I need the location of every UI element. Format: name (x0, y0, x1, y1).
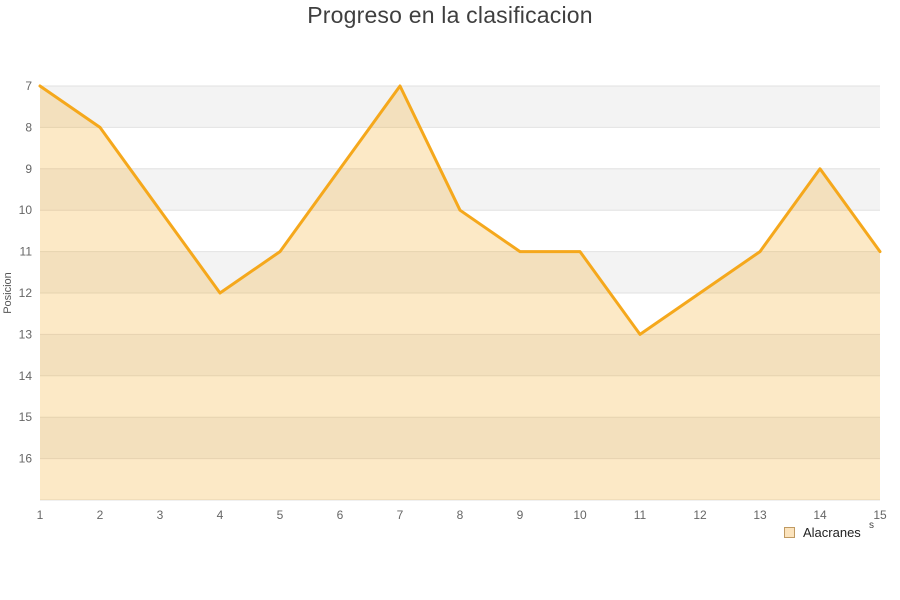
y-tick-label: 9 (25, 162, 32, 176)
x-tick-label: 8 (457, 508, 464, 522)
plot-band (40, 127, 880, 169)
y-tick-label: 14 (19, 369, 33, 383)
plot-band (40, 293, 880, 335)
x-tick-label: 5 (277, 508, 284, 522)
plot-band (40, 210, 880, 252)
plot-band (40, 334, 880, 376)
y-tick-label: 15 (19, 410, 33, 424)
plot-band (40, 251, 880, 293)
plot-band (40, 458, 880, 500)
x-tick-label: 13 (753, 508, 767, 522)
chart-title: Progreso en la clasificacion (307, 2, 593, 28)
plot-band (40, 417, 880, 459)
clipped-text-fragment: s (869, 520, 874, 531)
plot-band (40, 375, 880, 418)
y-tick-label: 16 (19, 452, 33, 466)
x-tick-label: 1 (37, 508, 44, 522)
x-tick-label: 4 (217, 508, 224, 522)
legend-item-alacranes[interactable]: Alacranes (784, 523, 861, 541)
series-line[interactable] (38, 84, 882, 336)
plot-band (40, 168, 880, 211)
legend-marker-icon (784, 526, 795, 538)
y-tick-label: 7 (25, 79, 32, 93)
y-tick-label: 13 (19, 327, 33, 341)
x-tick-label: 7 (397, 508, 404, 522)
x-tick-label: 15 (873, 508, 887, 522)
x-tick-label: 2 (97, 508, 104, 522)
x-tick-label: 11 (634, 508, 647, 522)
y-axis-title: Posicion (2, 272, 14, 314)
plot-band (40, 86, 880, 128)
y-tick-label: 12 (19, 286, 33, 300)
x-tick-label: 3 (157, 508, 164, 522)
x-tick-label: 14 (813, 508, 827, 522)
y-tick-label: 11 (20, 245, 33, 259)
y-tick-label: 8 (25, 120, 32, 134)
x-tick-label: 12 (693, 508, 707, 522)
x-tick-label: 9 (517, 508, 524, 522)
series-area (40, 86, 880, 500)
legend-label: Alacranes (803, 524, 861, 540)
y-tick-label: 10 (19, 203, 33, 217)
x-tick-label: 6 (337, 508, 344, 522)
x-tick-label: 10 (573, 508, 587, 522)
